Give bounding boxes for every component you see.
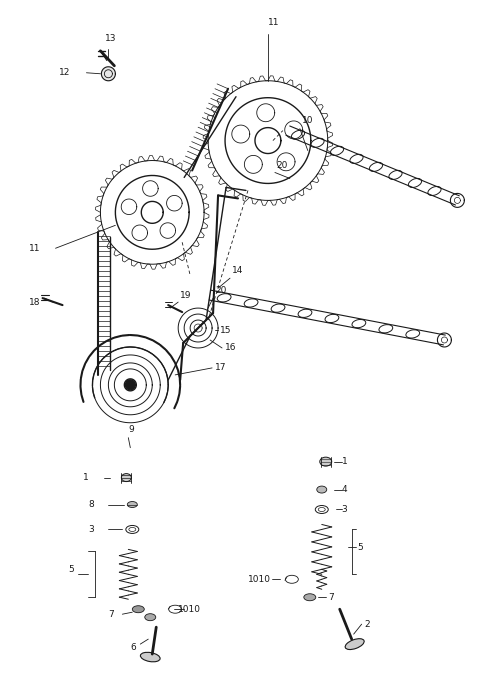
Text: 9: 9 [128, 425, 134, 434]
Text: 11: 11 [29, 244, 40, 253]
Text: 20: 20 [215, 286, 227, 295]
Text: 5: 5 [358, 543, 363, 552]
Text: 1: 1 [83, 473, 88, 482]
Ellipse shape [345, 639, 364, 650]
Text: 19: 19 [180, 290, 192, 300]
Text: 3: 3 [342, 505, 348, 514]
Ellipse shape [317, 486, 327, 493]
Text: 8: 8 [88, 500, 94, 509]
Text: 20: 20 [276, 161, 287, 170]
Text: 1: 1 [342, 457, 348, 466]
Text: 3: 3 [88, 525, 94, 534]
Ellipse shape [127, 501, 137, 508]
Text: 7: 7 [108, 610, 114, 619]
Text: 17: 17 [215, 363, 227, 373]
Ellipse shape [320, 457, 332, 466]
Text: 18: 18 [29, 298, 40, 307]
Text: 12: 12 [59, 68, 70, 78]
Text: 16: 16 [225, 344, 237, 353]
Text: 5: 5 [69, 565, 74, 574]
Text: 11: 11 [268, 18, 279, 28]
Ellipse shape [132, 606, 144, 613]
Text: 1010: 1010 [248, 575, 271, 584]
Text: 6: 6 [130, 642, 136, 652]
Text: 10: 10 [302, 116, 313, 125]
Text: 2: 2 [365, 619, 370, 629]
Text: 4: 4 [342, 485, 348, 494]
Text: 15: 15 [220, 326, 231, 334]
Text: 13: 13 [106, 34, 117, 43]
Ellipse shape [121, 474, 132, 482]
Text: 7: 7 [328, 592, 334, 602]
Polygon shape [101, 67, 115, 81]
Circle shape [125, 380, 135, 390]
Text: 14: 14 [232, 266, 243, 275]
Ellipse shape [145, 614, 156, 621]
Ellipse shape [141, 652, 160, 662]
Text: 1010: 1010 [178, 605, 201, 614]
Ellipse shape [304, 594, 316, 601]
